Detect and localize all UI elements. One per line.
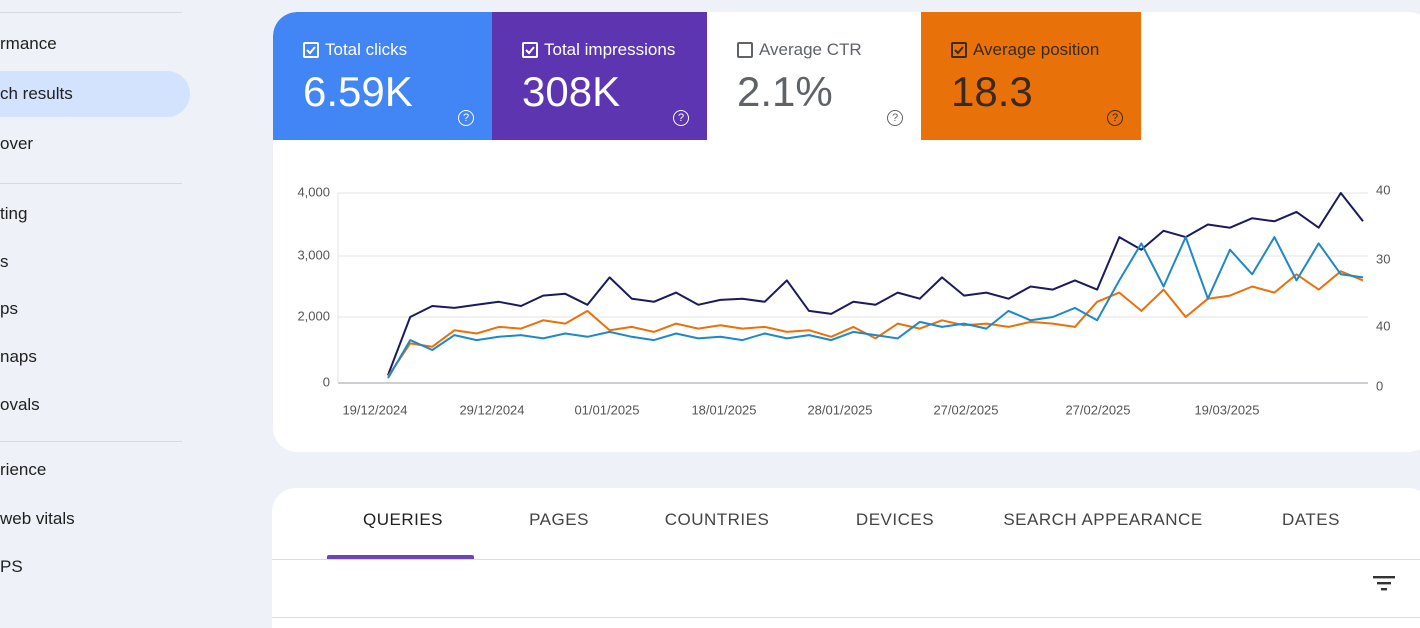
metric-label: Total impressions xyxy=(544,40,676,59)
nav-item[interactable]: web vitals xyxy=(0,509,75,528)
y-tick-label: 4,000 xyxy=(297,184,330,199)
checkbox[interactable] xyxy=(522,42,538,58)
divider xyxy=(272,559,1420,560)
divider xyxy=(0,183,182,184)
tab[interactable]: DATES xyxy=(1282,510,1340,529)
y-tick-label: 3,000 xyxy=(297,247,330,262)
tab[interactable]: DEVICES xyxy=(855,510,935,529)
x-tick-label: 01/01/2025 xyxy=(574,402,639,417)
metric-card[interactable]: Total impressions 308K? xyxy=(492,12,707,140)
metric-value: 18.3 xyxy=(951,68,1033,115)
x-tick-label: 27/02/2025 xyxy=(933,402,998,417)
metric-value: 308K xyxy=(522,68,621,115)
help-icon[interactable]: ? xyxy=(458,110,474,126)
nav-item[interactable]: ps xyxy=(0,299,18,318)
help-icon[interactable]: ? xyxy=(1107,110,1123,126)
nav-item[interactable]: rience xyxy=(0,460,47,479)
series-line xyxy=(387,236,1364,379)
metric-label: Average position xyxy=(973,40,1100,59)
tabs-card: QUERIES PAGES COUNTRIES DEVICES SEARCH APPEA… xyxy=(272,488,1420,628)
divider xyxy=(272,617,1420,618)
y2-tick-label: 40 xyxy=(1376,318,1390,333)
tab[interactable]: SEARCH APPEARANCE xyxy=(1003,510,1203,529)
y-tick-label: 0 xyxy=(323,374,330,389)
metric-value: 6.59K xyxy=(303,68,413,115)
checkbox[interactable] xyxy=(737,42,753,58)
metric-label: Total clicks xyxy=(325,40,408,59)
x-tick-label: 27/02/2025 xyxy=(1065,402,1130,417)
help-icon[interactable]: ? xyxy=(673,110,689,126)
chart: 0 2,000 3,000 4,000 0 40 30 40 19/12/2024 29/12/2… xyxy=(297,182,1390,417)
metric-card[interactable]: Total clicks 6.59K? xyxy=(273,12,492,140)
tab[interactable]: QUERIES xyxy=(362,510,444,529)
series-line xyxy=(387,192,1364,376)
performance-panel: Total clicks 6.59K? Total impressions 308K?… xyxy=(273,12,1420,452)
metric-label: Average CTR xyxy=(759,40,862,59)
nav-item[interactable]: s xyxy=(0,252,9,271)
divider xyxy=(0,12,182,13)
filter-icon[interactable] xyxy=(1372,574,1398,594)
y2-tick-label: 0 xyxy=(1376,378,1383,393)
nav-item[interactable]: ting xyxy=(0,204,28,223)
x-tick-label: 19/12/2024 xyxy=(342,402,407,417)
nav-item[interactable]: ch results xyxy=(0,71,190,117)
nav-item[interactable]: naps xyxy=(0,347,37,366)
tab[interactable]: PAGES xyxy=(529,510,589,529)
metric-card[interactable]: Average position 18.3? xyxy=(921,12,1141,140)
y2-tick-label: 40 xyxy=(1376,182,1390,197)
nav-item[interactable]: ovals xyxy=(0,395,40,414)
x-tick-label: 19/03/2025 xyxy=(1194,402,1259,417)
tab[interactable]: COUNTRIES xyxy=(664,510,770,529)
checkbox[interactable] xyxy=(951,42,967,58)
divider xyxy=(0,441,182,442)
x-tick-label: 29/12/2024 xyxy=(459,402,524,417)
series-line xyxy=(387,270,1364,377)
x-tick-label: 18/01/2025 xyxy=(691,402,756,417)
checkbox[interactable] xyxy=(303,42,319,58)
y-tick-label: 2,000 xyxy=(297,308,330,323)
y2-tick-label: 30 xyxy=(1376,251,1390,266)
metric-value: 2.1% xyxy=(737,68,833,115)
metric-card[interactable]: Average CTR 2.1%? xyxy=(707,12,921,140)
nav-item[interactable]: over xyxy=(0,134,34,153)
sidebar: rmance ch results over ting s ps naps ovals rien… xyxy=(0,0,200,620)
nav-item[interactable]: PS xyxy=(0,557,23,576)
help-icon[interactable]: ? xyxy=(887,110,903,126)
nav-item[interactable]: rmance xyxy=(0,34,57,53)
tab-underline xyxy=(327,555,474,559)
x-tick-label: 28/01/2025 xyxy=(807,402,872,417)
